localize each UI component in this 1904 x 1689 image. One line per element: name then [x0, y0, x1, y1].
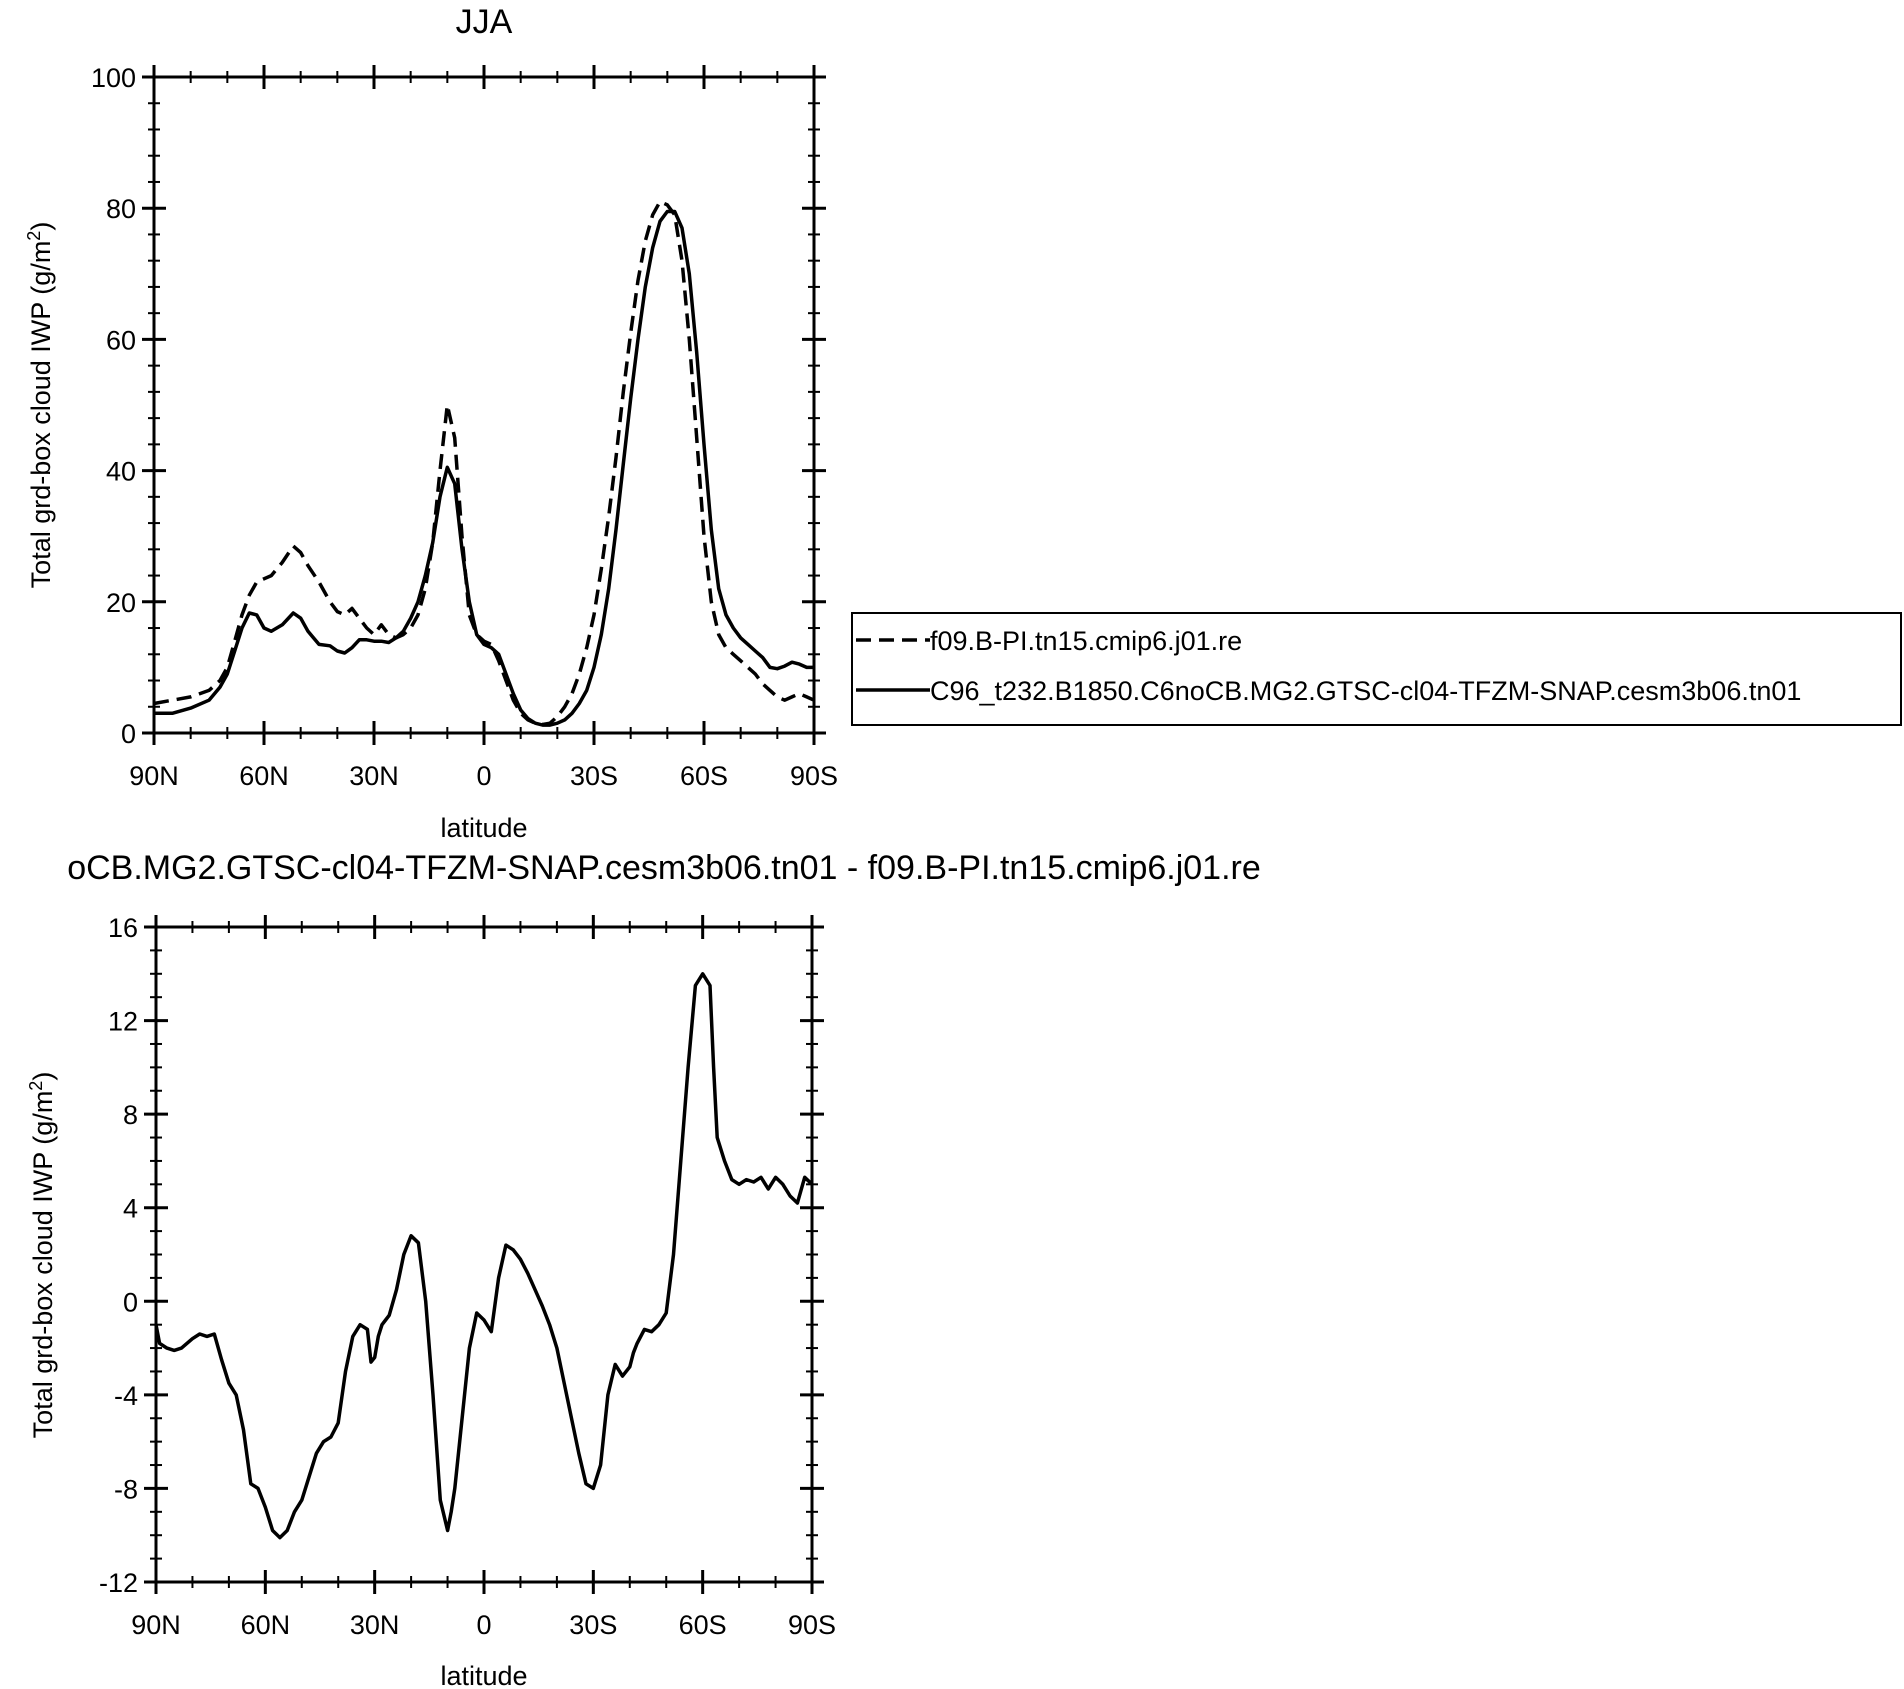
x-tick-label: 30S	[569, 1610, 617, 1640]
y-tick-label: 12	[108, 1007, 138, 1037]
y-tick-label: 20	[106, 588, 136, 618]
x-tick-label: 60N	[239, 761, 289, 791]
x-tick-label: 30N	[349, 761, 399, 791]
legend-entry-0: f09.B-PI.tn15.cmip6.j01.re	[930, 626, 1242, 656]
y-tick-label: -4	[114, 1381, 138, 1411]
y-tick-labels-2: -12 -8 -4 0 4 8 12 16	[99, 913, 138, 1598]
y-axis-label-sup: 2	[24, 231, 44, 241]
legend-entry-1: C96_t232.B1850.C6noCB.MG2.GTSC-cl04-TFZM…	[930, 676, 1801, 706]
x-tick-labels: 90N 60N 30N 0 30S 60S 90S	[129, 761, 838, 791]
x-tick-label: 90N	[131, 1610, 181, 1640]
y-tick-label: 4	[123, 1194, 138, 1224]
y-tick-label: -12	[99, 1568, 138, 1598]
legend-frame	[851, 612, 1902, 726]
y-axis-label-end: )	[26, 222, 56, 231]
y-tick-labels: 0 20 40 60 80 100	[91, 63, 136, 749]
y-axis-label-main: Total grd-box cloud IWP (g/m	[26, 241, 56, 589]
y-tick-label: 60	[106, 325, 136, 355]
legend: f09.B-PI.tn15.cmip6.j01.re C96_t232.B185…	[851, 612, 1902, 726]
x-axis-label-2: latitude	[440, 1661, 527, 1689]
y-tick-label: 80	[106, 194, 136, 224]
y-tick-label: 0	[121, 719, 136, 749]
x-tick-label: 60S	[680, 761, 728, 791]
x-tick-labels-2: 90N 60N 30N 0 30S 60S 90S	[131, 1610, 836, 1640]
y-tick-label: 0	[123, 1287, 138, 1317]
data-lines	[153, 199, 815, 727]
y-tick-label: 100	[91, 63, 136, 93]
x-tick-label: 30S	[570, 761, 618, 791]
y-tick-label: 40	[106, 457, 136, 487]
series-line-0	[153, 199, 815, 727]
y-axis-label-2-sup: 2	[26, 1081, 46, 1091]
y-axis-label-2-main: Total grd-box cloud IWP (g/m	[28, 1091, 58, 1439]
x-tick-label: 60N	[241, 1610, 291, 1640]
axis-ticks-2	[144, 915, 824, 1594]
y-axis-label: Total grd-box cloud IWP (g/m2)	[24, 222, 56, 589]
chart-title-2: oCB.MG2.GTSC-cl04-TFZM-SNAP.cesm3b06.tn0…	[67, 849, 1261, 887]
x-tick-label: 0	[476, 761, 491, 791]
data-lines-2	[154, 972, 814, 1540]
y-tick-label: 8	[123, 1100, 138, 1130]
x-tick-label: 90N	[129, 761, 179, 791]
x-tick-label: 60S	[679, 1610, 727, 1640]
y-tick-label: 16	[108, 913, 138, 943]
x-tick-label: 0	[476, 1610, 491, 1640]
x-tick-label: 30N	[350, 1610, 400, 1640]
series-line-1	[154, 209, 814, 727]
series-line-0	[154, 972, 814, 1540]
axis-ticks	[142, 65, 826, 745]
y-tick-label: -8	[114, 1474, 138, 1504]
zonal-mean-panel: JJA 0 20 40 60 80 100 90N 60N 30N 0 30S 60S 90S lat…	[24, 3, 838, 843]
y-axis-label-2-end: )	[28, 1072, 58, 1081]
y-axis-label-2: Total grd-box cloud IWP (g/m2)	[26, 1072, 58, 1439]
x-tick-label: 90S	[790, 761, 838, 791]
x-tick-label: 90S	[788, 1610, 836, 1640]
difference-panel: oCB.MG2.GTSC-cl04-TFZM-SNAP.cesm3b06.tn0…	[26, 849, 1261, 1689]
chart-title: JJA	[456, 3, 513, 41]
x-axis-label: latitude	[440, 813, 527, 843]
